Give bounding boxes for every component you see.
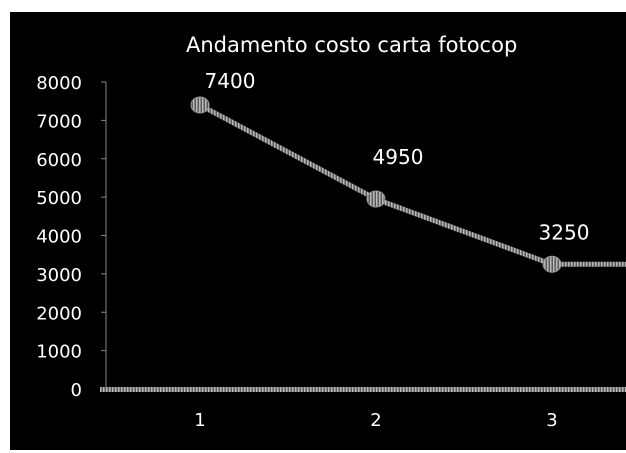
data-labels: 7400 4950 3250 [205, 69, 590, 244]
data-label: 7400 [205, 69, 256, 93]
data-label: 3250 [539, 220, 590, 244]
series-path [198, 102, 626, 267]
line-chart: Andamento costo carta fotocop 0 1000 2000 3… [36, 33, 626, 431]
y-tick-label: 5000 [36, 188, 82, 209]
series-line [190, 96, 626, 273]
data-point-marker [190, 96, 210, 114]
chart-title: Andamento costo carta fotocop [186, 33, 517, 57]
y-tick-label: 3000 [36, 265, 82, 286]
y-tick-label: 6000 [36, 150, 82, 171]
y-tick-label: 4000 [36, 227, 82, 248]
x-tick-label: 2 [370, 410, 381, 431]
y-tick-label: 0 [71, 380, 82, 401]
x-tick-label: 1 [194, 410, 205, 431]
y-tick-label: 1000 [36, 342, 82, 363]
y-tick-label: 2000 [36, 303, 82, 324]
data-point-marker [366, 190, 386, 208]
y-axis: 0 1000 2000 3000 4000 5000 6000 7000 8000 [36, 73, 107, 401]
x-axis: 1 2 3 [100, 387, 626, 431]
data-label: 4950 [373, 145, 424, 169]
x-tick-label: 3 [546, 410, 557, 431]
y-tick-label: 8000 [36, 73, 82, 94]
data-point-marker [542, 255, 562, 273]
x-axis-line [100, 387, 626, 392]
y-tick-label: 7000 [36, 111, 82, 132]
chart-frame: Andamento costo carta fotocop 0 1000 2000 3… [10, 12, 626, 450]
